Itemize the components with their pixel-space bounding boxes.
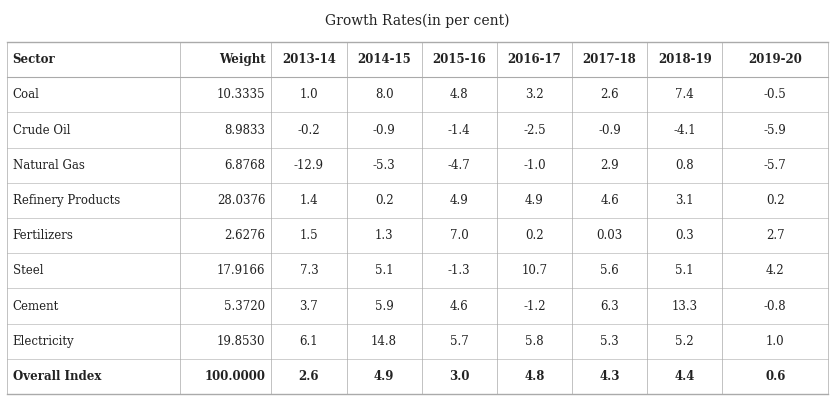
Text: 8.9833: 8.9833 <box>225 124 266 136</box>
Text: 5.2: 5.2 <box>676 335 694 348</box>
Text: Coal: Coal <box>13 88 39 101</box>
Text: 3.2: 3.2 <box>525 88 544 101</box>
Text: 2.9: 2.9 <box>600 159 619 172</box>
Text: Sector: Sector <box>13 53 55 66</box>
Text: 5.6: 5.6 <box>600 264 619 277</box>
Text: -1.4: -1.4 <box>448 124 471 136</box>
Text: -0.5: -0.5 <box>764 88 787 101</box>
Text: 2.6276: 2.6276 <box>225 229 266 242</box>
Text: 4.8: 4.8 <box>450 88 468 101</box>
Text: -12.9: -12.9 <box>294 159 324 172</box>
Text: -2.5: -2.5 <box>523 124 546 136</box>
Text: 10.7: 10.7 <box>521 264 548 277</box>
Text: 0.2: 0.2 <box>375 194 393 207</box>
Text: 8.0: 8.0 <box>375 88 393 101</box>
Text: 1.5: 1.5 <box>300 229 318 242</box>
Text: 4.9: 4.9 <box>450 194 468 207</box>
Text: 4.6: 4.6 <box>600 194 619 207</box>
Text: 4.6: 4.6 <box>450 300 468 312</box>
Text: 6.1: 6.1 <box>300 335 318 348</box>
Text: 4.9: 4.9 <box>525 194 544 207</box>
Text: 2015-16: 2015-16 <box>433 53 486 66</box>
Text: 5.9: 5.9 <box>375 300 393 312</box>
Text: 4.8: 4.8 <box>524 370 544 383</box>
Text: Natural Gas: Natural Gas <box>13 159 84 172</box>
Text: 1.3: 1.3 <box>375 229 393 242</box>
Text: 14.8: 14.8 <box>371 335 397 348</box>
Text: 3.7: 3.7 <box>300 300 318 312</box>
Text: 7.0: 7.0 <box>450 229 468 242</box>
Text: 1.0: 1.0 <box>766 335 785 348</box>
Text: 7.3: 7.3 <box>300 264 318 277</box>
Text: 5.1: 5.1 <box>375 264 393 277</box>
Text: 6.3: 6.3 <box>600 300 619 312</box>
Text: 19.8530: 19.8530 <box>217 335 266 348</box>
Text: 2013-14: 2013-14 <box>282 53 336 66</box>
Text: -5.9: -5.9 <box>764 124 787 136</box>
Text: 13.3: 13.3 <box>671 300 698 312</box>
Text: -0.9: -0.9 <box>598 124 621 136</box>
Text: 5.1: 5.1 <box>676 264 694 277</box>
Text: -1.3: -1.3 <box>448 264 471 277</box>
Text: 7.4: 7.4 <box>676 88 694 101</box>
Text: 5.3: 5.3 <box>600 335 619 348</box>
Text: -0.8: -0.8 <box>764 300 787 312</box>
Text: -5.7: -5.7 <box>764 159 787 172</box>
Text: Growth Rates(in per cent): Growth Rates(in per cent) <box>326 14 509 28</box>
Text: 4.4: 4.4 <box>675 370 695 383</box>
Text: 2018-19: 2018-19 <box>658 53 711 66</box>
Text: 4.2: 4.2 <box>766 264 785 277</box>
Text: -4.7: -4.7 <box>448 159 471 172</box>
Text: 4.9: 4.9 <box>374 370 394 383</box>
Text: 1.4: 1.4 <box>300 194 318 207</box>
Text: -1.2: -1.2 <box>524 300 545 312</box>
Text: -5.3: -5.3 <box>372 159 396 172</box>
Text: 100.0000: 100.0000 <box>205 370 266 383</box>
Text: -0.9: -0.9 <box>372 124 396 136</box>
Text: Weight: Weight <box>219 53 266 66</box>
Text: 0.6: 0.6 <box>765 370 786 383</box>
Text: 2014-15: 2014-15 <box>357 53 411 66</box>
Text: 3.0: 3.0 <box>449 370 469 383</box>
Text: 6.8768: 6.8768 <box>225 159 266 172</box>
Text: 2016-17: 2016-17 <box>508 53 561 66</box>
Text: 28.0376: 28.0376 <box>217 194 266 207</box>
Text: 5.8: 5.8 <box>525 335 544 348</box>
Text: Electricity: Electricity <box>13 335 74 348</box>
Text: 0.2: 0.2 <box>525 229 544 242</box>
Text: 2.7: 2.7 <box>766 229 785 242</box>
Text: -1.0: -1.0 <box>523 159 546 172</box>
Text: 10.3335: 10.3335 <box>217 88 266 101</box>
Text: Steel: Steel <box>13 264 43 277</box>
Text: 5.3720: 5.3720 <box>225 300 266 312</box>
Text: Crude Oil: Crude Oil <box>13 124 70 136</box>
Text: 0.03: 0.03 <box>596 229 623 242</box>
Text: 0.8: 0.8 <box>676 159 694 172</box>
Text: Cement: Cement <box>13 300 58 312</box>
Text: 3.1: 3.1 <box>676 194 694 207</box>
Text: Overall Index: Overall Index <box>13 370 101 383</box>
Text: 4.3: 4.3 <box>600 370 620 383</box>
Text: Refinery Products: Refinery Products <box>13 194 119 207</box>
Text: Fertilizers: Fertilizers <box>13 229 73 242</box>
Text: 1.0: 1.0 <box>300 88 318 101</box>
Text: 2.6: 2.6 <box>299 370 319 383</box>
Text: 2.6: 2.6 <box>600 88 619 101</box>
Text: 17.9166: 17.9166 <box>217 264 266 277</box>
Text: 0.2: 0.2 <box>766 194 785 207</box>
Text: -4.1: -4.1 <box>673 124 696 136</box>
Text: 2019-20: 2019-20 <box>748 53 802 66</box>
Text: 5.7: 5.7 <box>450 335 468 348</box>
Text: 2017-18: 2017-18 <box>583 53 636 66</box>
Text: -0.2: -0.2 <box>297 124 321 136</box>
Text: 0.3: 0.3 <box>676 229 694 242</box>
